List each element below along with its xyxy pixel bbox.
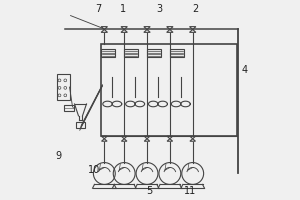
Text: 2: 2 bbox=[193, 4, 199, 14]
Bar bbox=[170, 49, 184, 57]
Text: 4: 4 bbox=[241, 65, 248, 75]
Text: 7: 7 bbox=[95, 4, 101, 14]
Bar bbox=[101, 49, 116, 57]
Bar bbox=[76, 122, 85, 128]
Text: 1: 1 bbox=[120, 4, 126, 14]
Bar bbox=[147, 49, 161, 57]
Text: 9: 9 bbox=[55, 151, 61, 161]
Text: 10: 10 bbox=[88, 165, 100, 175]
Bar bbox=[64, 105, 74, 111]
Bar bbox=[57, 74, 70, 100]
Bar bbox=[124, 49, 138, 57]
Bar bbox=[101, 44, 237, 136]
Text: 3: 3 bbox=[156, 4, 162, 14]
Text: 5: 5 bbox=[146, 186, 152, 196]
Text: 11: 11 bbox=[184, 186, 196, 196]
